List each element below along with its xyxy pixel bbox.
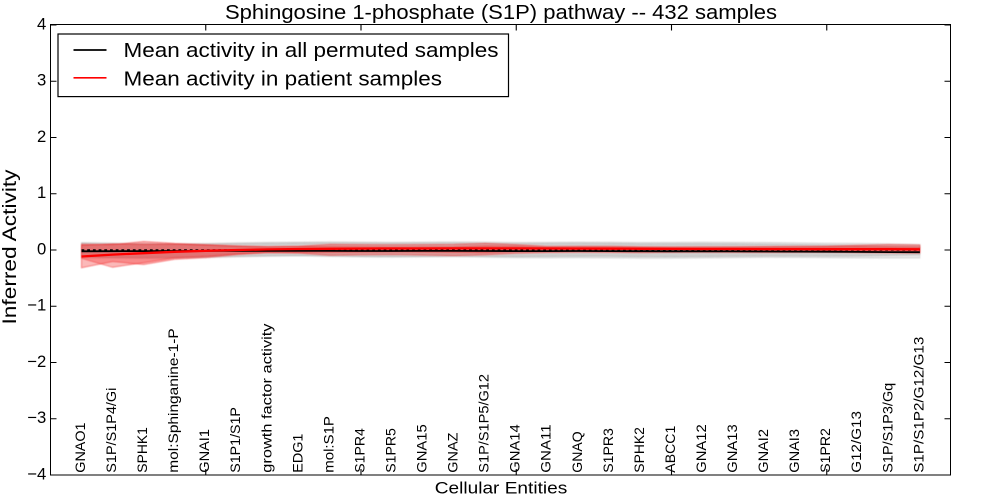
svg-text:S1P/S1P4/Gi: S1P/S1P4/Gi: [103, 388, 119, 473]
svg-text:GNA12: GNA12: [693, 424, 709, 473]
svg-text:GNAI1: GNAI1: [196, 429, 212, 473]
svg-text:S1PR2: S1PR2: [817, 428, 833, 473]
svg-text:GNAI3: GNAI3: [786, 429, 802, 473]
svg-text:−1: −1: [27, 296, 46, 315]
svg-text:Sphingosine 1-phosphate (S1P): Sphingosine 1-phosphate (S1P) pathway --…: [225, 2, 777, 24]
svg-text:4: 4: [37, 14, 46, 33]
svg-text:GNA11: GNA11: [538, 424, 554, 473]
svg-text:Mean activity in all permuted: Mean activity in all permuted samples: [124, 40, 499, 62]
svg-text:GNAZ: GNAZ: [445, 432, 461, 473]
svg-text:GNAO1: GNAO1: [72, 422, 88, 472]
svg-text:3: 3: [37, 71, 46, 90]
svg-text:1: 1: [37, 183, 46, 202]
svg-text:0: 0: [37, 239, 46, 258]
svg-text:GNA15: GNA15: [414, 424, 430, 473]
svg-text:Cellular Entities: Cellular Entities: [435, 479, 568, 498]
svg-text:G12/G13: G12/G13: [848, 411, 864, 473]
svg-text:GNAQ: GNAQ: [569, 431, 585, 473]
svg-text:GNA13: GNA13: [724, 424, 740, 473]
svg-text:−3: −3: [27, 408, 46, 427]
svg-text:S1PR4: S1PR4: [351, 428, 367, 473]
svg-text:S1P/S1P5/G12: S1P/S1P5/G12: [476, 374, 492, 473]
svg-text:growth factor activity: growth factor activity: [258, 323, 274, 472]
svg-text:S1P/S1P3/Gq: S1P/S1P3/Gq: [879, 383, 895, 473]
svg-text:2: 2: [37, 127, 46, 146]
svg-text:S1P1/S1P: S1P1/S1P: [227, 407, 243, 473]
svg-text:mol:Sphinganine-1-P: mol:Sphinganine-1-P: [165, 328, 181, 472]
svg-text:S1PR3: S1PR3: [600, 428, 616, 473]
svg-text:GNAI2: GNAI2: [755, 429, 771, 473]
svg-text:Inferred Activity: Inferred Activity: [0, 169, 21, 324]
svg-text:GNA14: GNA14: [507, 424, 523, 473]
svg-text:−2: −2: [27, 352, 46, 371]
svg-text:EDG1: EDG1: [289, 433, 305, 472]
svg-text:mol:S1P: mol:S1P: [320, 416, 336, 473]
svg-text:SPHK2: SPHK2: [631, 427, 647, 473]
svg-text:Mean activity in patient sampl: Mean activity in patient samples: [124, 68, 443, 90]
svg-text:ABCC1: ABCC1: [662, 425, 678, 472]
svg-text:SPHK1: SPHK1: [134, 427, 150, 473]
svg-text:S1PR5: S1PR5: [383, 428, 399, 473]
svg-text:−4: −4: [27, 464, 46, 483]
svg-text:S1P/S1P2/G12/G13: S1P/S1P2/G12/G13: [910, 336, 926, 472]
